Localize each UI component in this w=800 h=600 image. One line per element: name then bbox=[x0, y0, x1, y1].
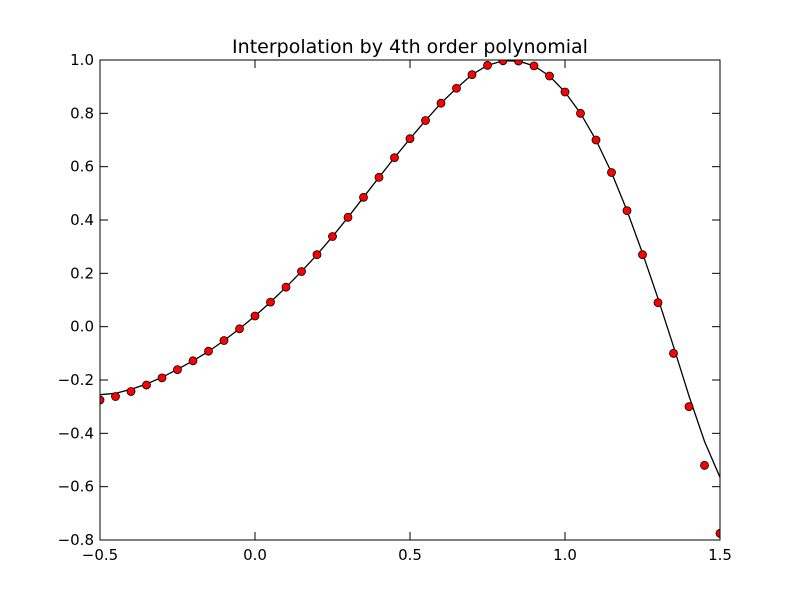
data-point bbox=[235, 324, 244, 334]
data-point bbox=[498, 60, 508, 66]
data-point bbox=[219, 336, 229, 345]
data-point bbox=[173, 365, 182, 375]
y-tick-label: 0.0 bbox=[70, 318, 94, 336]
data-point bbox=[436, 98, 446, 108]
data-point bbox=[390, 153, 399, 163]
data-point bbox=[653, 298, 663, 308]
data-point bbox=[142, 380, 151, 390]
data-point bbox=[638, 250, 647, 260]
data-point bbox=[100, 395, 105, 405]
data-point bbox=[529, 61, 539, 71]
data-point bbox=[328, 232, 337, 241]
data-point bbox=[483, 60, 492, 70]
data-point bbox=[467, 70, 477, 80]
y-tick-label: −0.8 bbox=[58, 531, 94, 549]
x-tick-label: 0.5 bbox=[398, 546, 422, 564]
data-point bbox=[204, 346, 213, 356]
data-point bbox=[250, 311, 260, 321]
data-point bbox=[684, 402, 694, 412]
data-point bbox=[715, 528, 720, 538]
data-point bbox=[591, 135, 601, 145]
data-point bbox=[266, 297, 275, 307]
y-tick-label: 0.2 bbox=[70, 264, 94, 282]
x-tick-label: 0.0 bbox=[243, 546, 267, 564]
y-tick-label: 0.8 bbox=[70, 104, 94, 122]
data-point bbox=[405, 134, 415, 144]
y-tick-label: −0.2 bbox=[58, 371, 94, 389]
data-point bbox=[188, 356, 198, 366]
data-point bbox=[157, 373, 167, 383]
x-tick-label: −0.5 bbox=[82, 546, 118, 564]
data-point bbox=[312, 250, 322, 260]
data-point bbox=[281, 282, 291, 292]
data-point bbox=[297, 267, 306, 276]
data-point bbox=[576, 108, 585, 118]
data-point bbox=[700, 460, 709, 470]
plot-area: −0.5 0.0 0.5 1.0 1.5 −0.8 −0.6 −0.4 −0.2 0.0 0.2 0.… bbox=[58, 51, 732, 564]
data-point bbox=[560, 87, 570, 97]
y-tick-label: 0.6 bbox=[70, 158, 94, 176]
data-point bbox=[359, 192, 368, 202]
y-tick-label: 1.0 bbox=[70, 51, 94, 69]
x-tick-label: 1.5 bbox=[708, 546, 732, 564]
y-tick-label: −0.6 bbox=[58, 478, 94, 496]
data-point bbox=[622, 206, 632, 216]
data-point bbox=[452, 83, 461, 93]
data-point bbox=[111, 392, 120, 401]
y-tick-label: −0.4 bbox=[58, 424, 94, 442]
y-tick-label: 0.4 bbox=[70, 211, 94, 229]
data-point bbox=[126, 387, 136, 396]
data-point bbox=[421, 116, 430, 125]
x-tick-label: 1.0 bbox=[553, 546, 577, 564]
data-point bbox=[343, 212, 353, 222]
data-point bbox=[514, 60, 523, 66]
data-point bbox=[669, 348, 678, 358]
data-point bbox=[545, 71, 554, 81]
chart-title: Interpolation by 4th order polynomial bbox=[232, 36, 588, 58]
data-point bbox=[607, 168, 616, 177]
data-point bbox=[374, 172, 384, 182]
